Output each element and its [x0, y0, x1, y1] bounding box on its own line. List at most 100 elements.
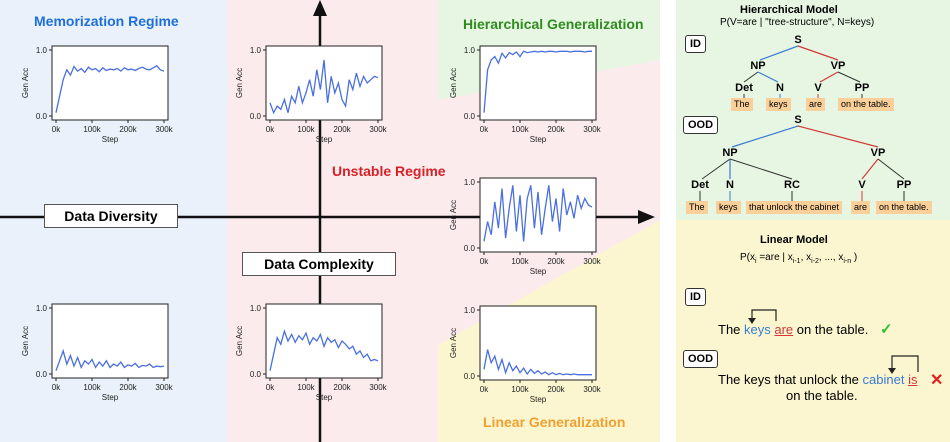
x-tick-label: 200k	[333, 383, 351, 392]
plot-unstable-top: 0.0 1.0 0k 100k 200k 300k Step Gen Acc	[232, 40, 392, 144]
x-tick-label: 300k	[369, 383, 387, 392]
formula-sub-2: i-2	[811, 258, 819, 265]
ood-node-s: S	[794, 114, 802, 126]
plot-svg: 0.0 1.0 0k 100k 200k 300k Step Gen Acc	[235, 45, 388, 144]
y-axis-label: Gen Acc	[21, 326, 30, 356]
id-node-v: V	[814, 82, 822, 94]
ood-node-np: NP	[722, 147, 738, 159]
hierarchical-model-subtitle: P(V=are | "tree-structure", N=keys)	[720, 17, 875, 28]
ood-word-on-the-table: on the table.	[876, 201, 932, 214]
x-tick-label: 100k	[83, 125, 101, 134]
y-axis-label: Gen Acc	[449, 328, 458, 358]
hierarchical-model-title: Hierarchical Model	[740, 4, 838, 16]
id-word-the: The	[731, 98, 753, 111]
y-tick-label: 0.0	[36, 112, 48, 121]
plot-svg: 0.0 1.0 0k 100k 200k 300k Step Gen Acc	[449, 45, 602, 144]
cross-icon: ✕	[930, 372, 944, 389]
x-tick-label: 100k	[83, 383, 101, 392]
ood-word-are: are	[851, 201, 871, 214]
series-line	[483, 185, 593, 242]
formula-sub-1: i-1	[792, 258, 801, 265]
x-tick-label: 0k	[52, 125, 61, 134]
y-tick-label: 0.0	[464, 112, 476, 121]
y-tick-label: 1.0	[36, 304, 48, 313]
x-tick-label: 300k	[583, 385, 601, 394]
x-tick-label: 200k	[547, 125, 565, 134]
ood-sentence-pre: The keys that unlock the	[718, 372, 863, 387]
plot-svg: 0.0 1.0 0k 100k 200k 300k Step Gen Acc	[21, 45, 174, 144]
x-tick-label: 100k	[511, 125, 529, 134]
plot-linear: 0.0 1.0 0k 100k 200k 300k Step Gen Acc	[446, 300, 606, 404]
formula-sub-n: i-n	[843, 258, 852, 265]
x-tick-label: 300k	[369, 125, 387, 134]
x-axis-label: Step	[316, 135, 333, 144]
x-axis-label: Step	[530, 135, 547, 144]
x-tick-label: 300k	[583, 125, 601, 134]
x-tick-label: 200k	[547, 257, 565, 266]
x-axis-label: Step	[530, 395, 547, 404]
plot-hierarchical: 0.0 1.0 0k 100k 200k 300k Step Gen Acc	[446, 40, 606, 144]
id-node-s: S	[794, 34, 802, 46]
linear-model-title: Linear Model	[760, 234, 828, 246]
id-node-n: N	[776, 82, 784, 94]
y-axis-arrowhead	[313, 0, 327, 16]
x-tick-label: 0k	[266, 125, 275, 134]
plot-frame	[51, 45, 169, 121]
ood-sentence-verb: is	[908, 372, 918, 387]
x-tick-label: 200k	[119, 383, 137, 392]
lin-id-tag: ID	[685, 288, 706, 306]
ood-linear-sentence-line2: on the table.	[786, 388, 858, 403]
id-node-det: Det	[735, 82, 753, 94]
formula-sep-2: , ..., x	[818, 252, 844, 263]
memorization-title: Memorization Regime	[34, 13, 179, 29]
series-line	[55, 348, 165, 371]
y-tick-label: 1.0	[464, 178, 476, 187]
x-tick-label: 300k	[155, 383, 173, 392]
x-tick-label: 0k	[480, 385, 489, 394]
x-tick-label: 100k	[297, 383, 315, 392]
y-axis-label: Gen Acc	[235, 68, 244, 98]
y-tick-label: 0.0	[464, 244, 476, 253]
y-tick-label: 0.0	[36, 370, 48, 379]
plot-unstable-bottom: 0.0 1.0 0k 100k 200k 300k Step Gen Acc	[232, 298, 392, 402]
x-tick-label: 100k	[511, 257, 529, 266]
x-tick-label: 0k	[52, 383, 61, 392]
plot-frame	[265, 45, 383, 121]
formula-sep-1: , x	[800, 252, 812, 263]
plot-svg: 0.0 1.0 0k 100k 200k 300k Step Gen Acc	[21, 303, 174, 402]
y-tick-label: 1.0	[250, 304, 262, 313]
plot-memorization-top: 0.0 1.0 0k 100k 200k 300k Step Gen Acc	[18, 40, 178, 144]
x-tick-label: 100k	[297, 125, 315, 134]
x-axis-label: Step	[530, 267, 547, 276]
id-sentence-post: on the table.	[793, 322, 869, 337]
hier-id-tag: ID	[685, 35, 706, 53]
series-line	[55, 64, 165, 113]
formula-suffix: )	[851, 252, 858, 263]
ood-word-the: The	[686, 201, 708, 214]
ood-word-relative-clause: that unlock the cabinet	[746, 201, 843, 214]
x-axis-label: Step	[316, 393, 333, 402]
x-axis-label: Step	[102, 393, 119, 402]
hierarchical-title: Hierarchical Generalization	[463, 16, 644, 32]
y-axis-label: Gen Acc	[235, 326, 244, 356]
y-tick-label: 1.0	[250, 46, 262, 55]
formula-sub-i: i	[755, 258, 757, 265]
ood-node-det: Det	[691, 179, 709, 191]
ood-linear-sentence: The keys that unlock the cabinet is	[718, 372, 917, 387]
plot-memorization-bottom: 0.0 1.0 0k 100k 200k 300k Step Gen Acc	[18, 298, 178, 402]
id-node-pp: PP	[854, 82, 870, 94]
series-line	[269, 59, 379, 115]
formula-mid: =are | x	[756, 252, 793, 263]
y-tick-label: 0.0	[250, 370, 262, 379]
check-icon: ✓	[880, 321, 893, 338]
data-diversity-label: Data Diversity	[44, 204, 178, 228]
x-tick-label: 200k	[333, 125, 351, 134]
id-node-np: NP	[750, 60, 766, 72]
series-line	[483, 349, 592, 376]
ood-node-pp: PP	[896, 179, 912, 191]
plot-frame	[479, 45, 597, 121]
